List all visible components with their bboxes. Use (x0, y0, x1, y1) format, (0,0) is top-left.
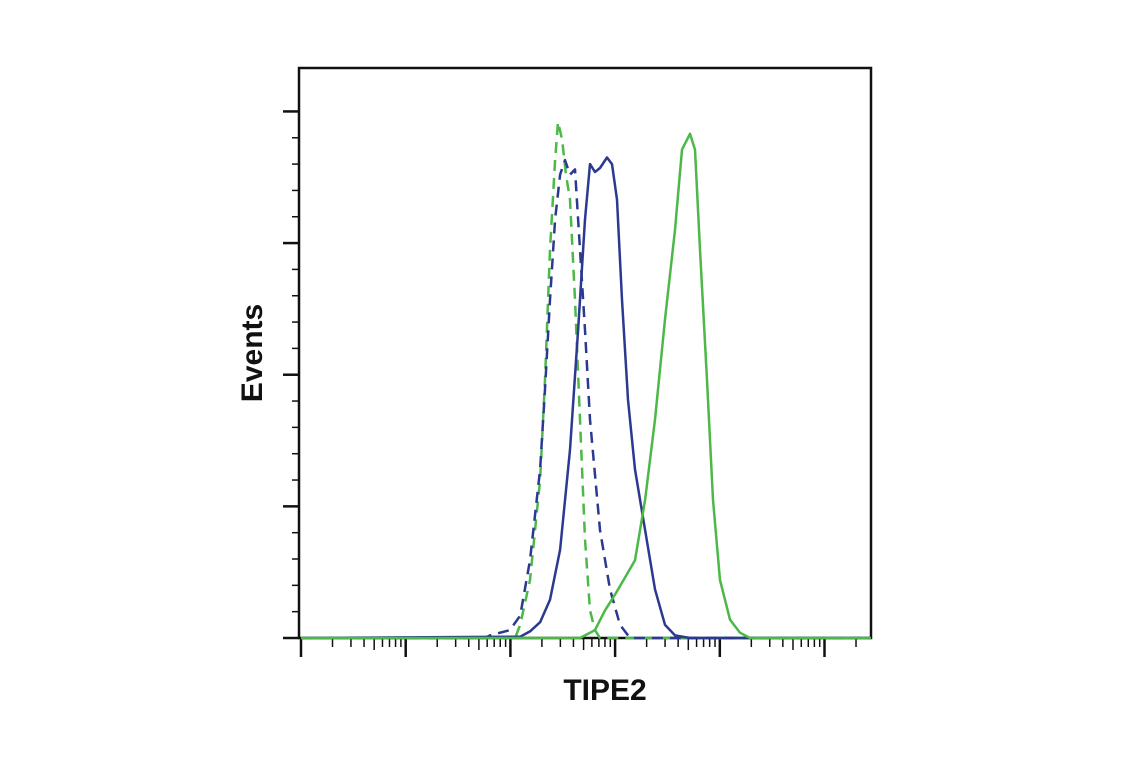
histogram-line (301, 158, 871, 640)
plot-frame (297, 66, 873, 640)
histogram-line (301, 132, 871, 640)
x-axis-title: TIPE2 (563, 674, 646, 707)
y-axis-title: Events (236, 304, 269, 402)
histogram-line (301, 120, 871, 640)
histogram-line (300, 156, 871, 640)
